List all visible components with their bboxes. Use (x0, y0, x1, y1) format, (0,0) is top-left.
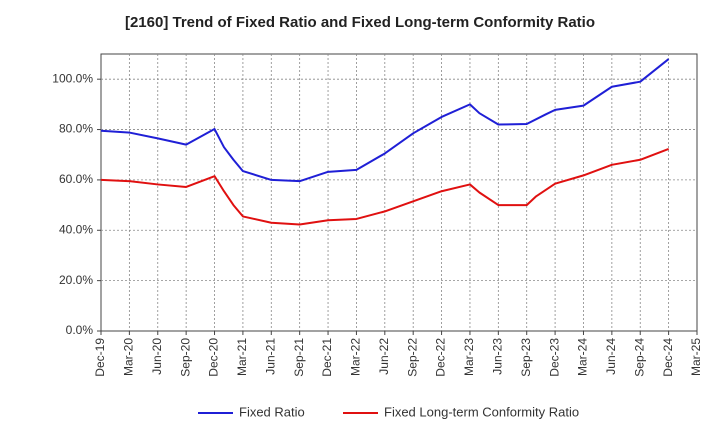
x-tick-label: Dec-21 (320, 338, 334, 377)
y-tick-label: 20.0% (59, 273, 93, 287)
y-tick-label: 100.0% (52, 71, 93, 85)
x-tick-label: Sep-24 (632, 338, 646, 377)
x-tick-label: Dec-22 (434, 338, 448, 377)
grid (100, 53, 698, 332)
series-lines (100, 58, 670, 226)
series-line-2 (100, 148, 669, 226)
x-tick-label: Mar-20 (122, 338, 136, 376)
x-tick-label: Jun-21 (263, 338, 277, 375)
x-tick-label: Mar-22 (349, 338, 363, 376)
axes: Dec-19 Mar-20 Jun-20 Sep-20 Dec-20 Mar-21 Jun-… (52, 71, 703, 376)
x-tick-label: Dec-24 (661, 338, 675, 377)
series-line-1 (100, 58, 670, 183)
legend: Fixed Ratio Fixed Long-term Conformity Ra… (198, 404, 579, 419)
x-tick-label: Jun-20 (150, 338, 164, 375)
x-tick-label: Jun-22 (377, 338, 391, 375)
x-tick-label: Mar-24 (576, 338, 590, 376)
x-tick-label: Mar-21 (235, 338, 249, 376)
x-tick-label: Jun-24 (604, 338, 618, 375)
plot-area (100, 53, 698, 332)
x-tick-label: Dec-19 (93, 338, 107, 377)
x-tick-label: Sep-21 (292, 338, 306, 377)
legend-label-1: Fixed Ratio (239, 404, 305, 419)
legend-label-2: Fixed Long-term Conformity Ratio (384, 404, 579, 419)
x-tick-label: Sep-20 (178, 338, 192, 377)
x-tick-label: Dec-23 (547, 338, 561, 377)
x-tick-label: Dec-20 (207, 338, 221, 377)
x-tick-label: Sep-23 (519, 338, 533, 377)
x-tick-label: Jun-23 (491, 338, 505, 375)
x-tick-label: Mar-25 (689, 338, 703, 376)
x-tick-label: Mar-23 (462, 338, 476, 376)
x-tick-label: Sep-22 (405, 338, 419, 377)
y-tick-label: 40.0% (59, 222, 93, 236)
chart-title: [2160] Trend of Fixed Ratio and Fixed Lo… (124, 14, 596, 31)
y-tick-label: 80.0% (59, 122, 93, 136)
y-tick-label: 60.0% (59, 172, 93, 186)
y-tick-label: 0.0% (66, 323, 94, 337)
